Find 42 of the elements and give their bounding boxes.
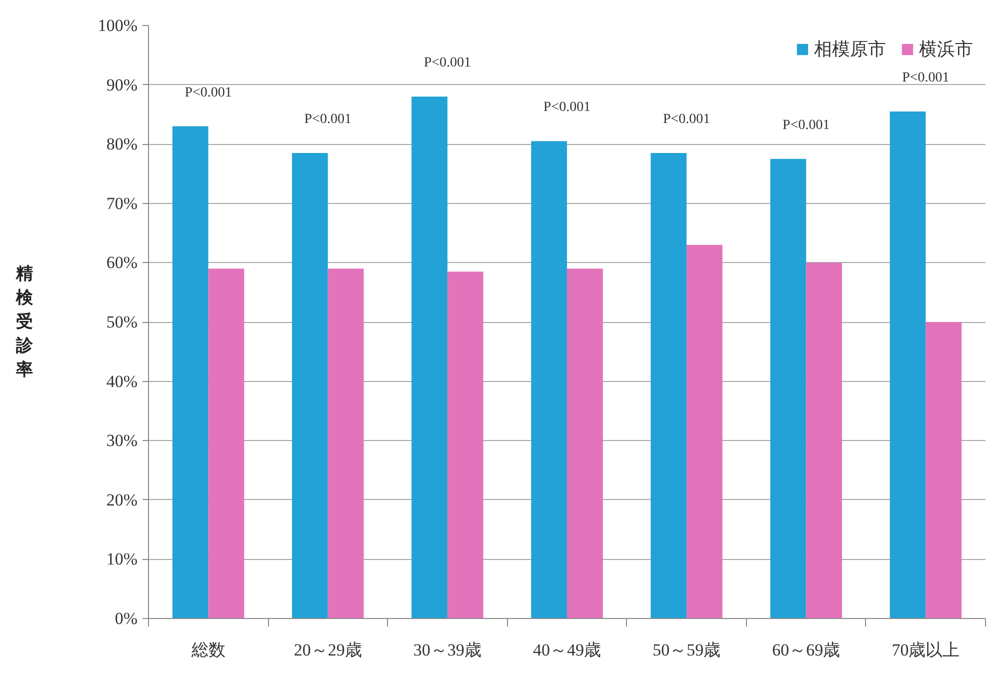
annotation: P<0.001 — [662, 112, 710, 127]
y-tick-label: 70% — [106, 194, 138, 213]
bar — [890, 111, 926, 618]
bar — [806, 262, 842, 618]
bar — [567, 268, 603, 618]
x-tick-label: 30～39歳 — [413, 640, 482, 660]
annotation: P<0.001 — [543, 100, 591, 116]
y-tick-label: 100% — [98, 16, 138, 35]
y-tick-label: 10% — [106, 550, 138, 569]
annotation: P<0.001 — [902, 70, 950, 86]
y-tick-label: 0% — [114, 609, 138, 628]
y-tick-label: 90% — [106, 75, 138, 94]
bar — [926, 322, 962, 618]
legend-label: 相模原市 — [814, 38, 886, 61]
annotation: P<0.001 — [424, 56, 472, 71]
y-tick-label: 60% — [106, 253, 138, 272]
bar — [328, 268, 364, 618]
bar — [172, 126, 208, 618]
bar — [292, 152, 328, 618]
bar — [531, 141, 567, 618]
bar — [770, 158, 806, 618]
y-tick-label: 50% — [106, 312, 138, 332]
y-tick-label: 80% — [106, 134, 138, 154]
bar — [686, 244, 722, 618]
bar — [447, 272, 484, 618]
x-tick-label: 総数 — [190, 640, 226, 660]
annotation: P<0.001 — [782, 118, 830, 133]
bar — [650, 152, 687, 618]
x-tick-label: 70歳以上 — [892, 640, 960, 660]
legend-label: 横浜市 — [919, 38, 973, 61]
y-tick-label: 40% — [106, 372, 138, 391]
x-tick-label: 60～69歳 — [772, 640, 840, 660]
y-tick-label: 20% — [106, 490, 138, 510]
bar — [412, 96, 448, 618]
x-tick-label: 50～59歳 — [652, 640, 721, 660]
y-axis-title: 精検受診率 — [14, 264, 34, 380]
x-tick-label: 20～29歳 — [294, 640, 362, 660]
annotation: P<0.001 — [184, 85, 232, 100]
annotation: P<0.001 — [304, 112, 352, 127]
bar — [208, 268, 244, 618]
y-tick-label: 30% — [106, 431, 138, 450]
x-tick-label: 40～49歳 — [533, 640, 601, 660]
